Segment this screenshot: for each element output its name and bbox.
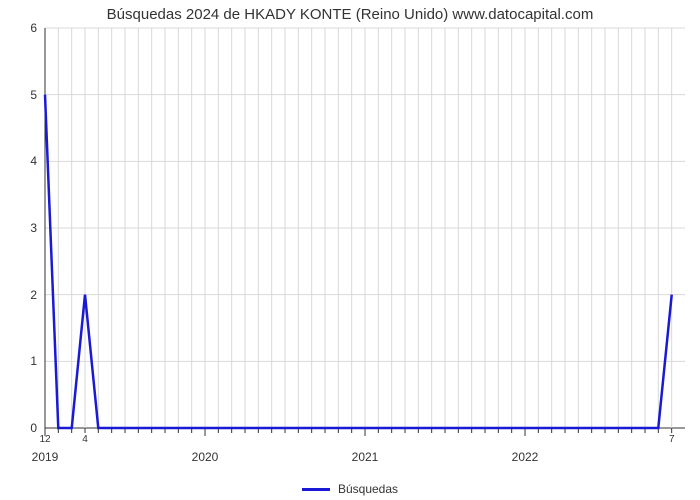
x-month-label: 12: [39, 434, 50, 445]
y-tick-label: 1: [0, 354, 37, 368]
plot-area: [45, 28, 685, 428]
legend-label: Búsquedas: [338, 482, 398, 496]
y-tick-label: 6: [0, 21, 37, 35]
x-tick-label: 2019: [32, 450, 59, 464]
legend-item-busquedas: Búsquedas: [302, 482, 398, 496]
y-tick-label: 4: [0, 154, 37, 168]
y-tick-label: 5: [0, 88, 37, 102]
chart-title: Búsquedas 2024 de HKADY KONTE (Reino Uni…: [0, 6, 700, 23]
x-tick-label: 2021: [352, 450, 379, 464]
chart-svg: [45, 28, 685, 448]
x-tick-label: 2022: [512, 450, 539, 464]
legend-swatch: [302, 488, 330, 491]
y-tick-label: 2: [0, 288, 37, 302]
x-tick-label: 2020: [192, 450, 219, 464]
x-month-label: 4: [82, 434, 88, 445]
x-month-label: 7: [669, 434, 675, 445]
legend: Búsquedas: [0, 478, 700, 497]
y-tick-label: 3: [0, 221, 37, 235]
y-tick-label: 0: [0, 421, 37, 435]
